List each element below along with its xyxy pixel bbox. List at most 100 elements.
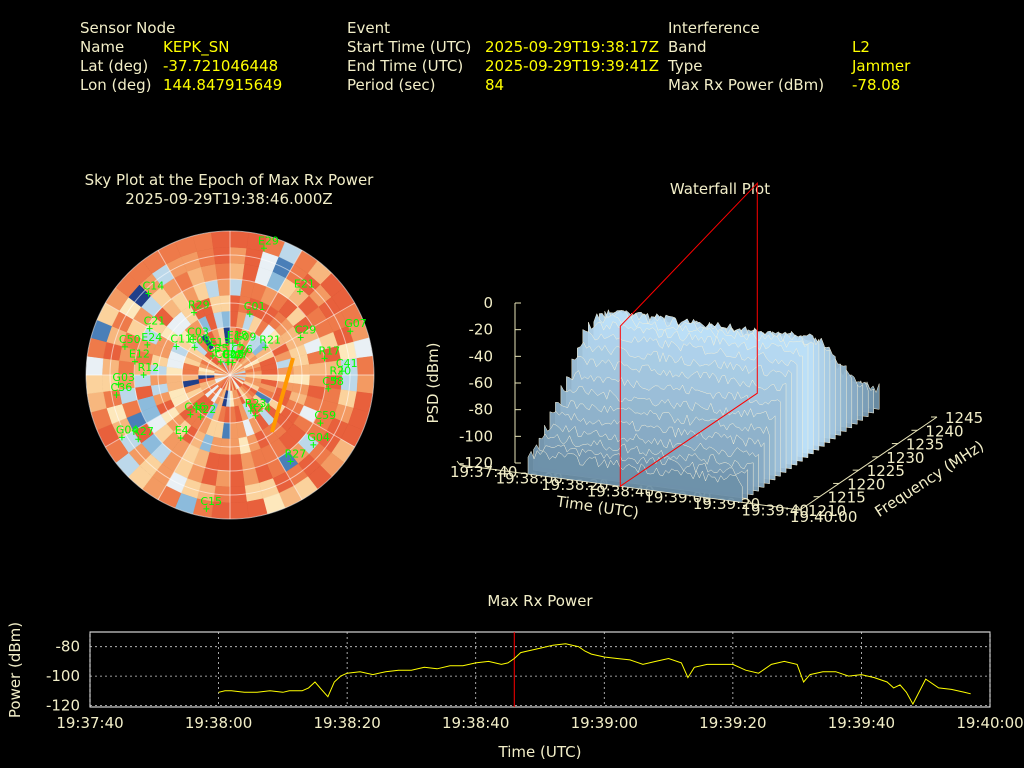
- wf-time-tick-label: 19:40:00: [790, 508, 857, 526]
- sky-sat-marker: [229, 340, 236, 347]
- ts-x-tick-label: 19:39:20: [699, 714, 766, 732]
- sky-spoke: [229, 302, 355, 376]
- wf-epoch-plane: [619, 181, 758, 488]
- sensor-heading: Sensor Node: [80, 19, 176, 37]
- sky-sat-label: C21: [144, 315, 166, 328]
- wf-time-tick: [748, 499, 752, 504]
- sky-sat-label: E24: [141, 331, 162, 344]
- ts-y-tick-label: -120: [46, 697, 80, 715]
- sky-sat-label: R12: [138, 361, 160, 374]
- wf-z-tick-label: -40: [469, 347, 494, 365]
- sky-sat-label: E21: [294, 278, 315, 291]
- wf-freq-tick-label: 1245: [945, 409, 983, 427]
- event-end-value: 2025-09-29T19:39:41Z: [485, 57, 659, 75]
- sensor-name-value: KEPK_SN: [163, 38, 230, 56]
- wf-freq-tick-label: 1235: [906, 436, 944, 454]
- sky-sat-marker: [347, 328, 354, 335]
- sky-spoke: [157, 374, 231, 500]
- sensor-name-label: Name: [80, 38, 125, 56]
- sensor-lon-label: Lon (deg): [80, 76, 152, 94]
- sky-sat-marker: [229, 359, 236, 366]
- ts-x-tick-label: 19:38:00: [185, 714, 252, 732]
- sky-spoke: [105, 302, 231, 376]
- sky-sat-marker: [260, 245, 267, 252]
- ts-frame: [89, 631, 991, 708]
- sky-sat-marker: [190, 336, 197, 343]
- sky-sat-marker: [310, 441, 317, 448]
- waterfall-title: Waterfall Plot: [669, 180, 771, 198]
- sky-sat-label: R21: [259, 333, 281, 346]
- sky-sat-label: R29: [188, 299, 210, 312]
- sky-sat-label: R24: [249, 402, 271, 415]
- sky-sat-marker: [212, 347, 219, 354]
- sky-sat-marker: [173, 343, 180, 350]
- sky-sat-label: E05: [223, 348, 244, 361]
- ts-x-tick-label: 19:40:00: [956, 714, 1023, 732]
- sensor-lat-label: Lat (deg): [80, 57, 149, 75]
- ts-y-tick-label: -100: [46, 667, 80, 685]
- ts-x-tick-label: 19:38:20: [313, 714, 380, 732]
- event-period-label: Period (sec): [347, 76, 436, 94]
- sky-sat-label: C03: [187, 325, 209, 338]
- sky-spoke: [105, 374, 231, 448]
- wf-time-tick-label: 19:39:20: [693, 495, 760, 513]
- wf-time-tick: [456, 460, 461, 466]
- sky-sat-marker: [140, 372, 147, 378]
- sky-cell: [229, 501, 250, 519]
- wf-freq-axis: [799, 416, 938, 511]
- sky-sat-marker: [113, 392, 120, 399]
- wf-freq-tick-label: 1240: [925, 422, 963, 440]
- wf-freq-tick-label: 1230: [886, 449, 924, 467]
- ts-x-tick-label: 19:38:40: [442, 714, 509, 732]
- sky-cell: [210, 231, 231, 249]
- sensor-lon-value: 144.847915649: [163, 76, 283, 94]
- sky-sat-marker: [338, 368, 345, 375]
- sky-spoke: [229, 250, 303, 376]
- sky-sat-marker: [287, 458, 294, 465]
- sky-sat-label: G03: [112, 371, 135, 384]
- sky-spoke: [229, 374, 303, 500]
- event-start-label: Start Time (UTC): [347, 38, 472, 56]
- sky-sat-label: G04: [307, 431, 330, 444]
- interference-band-label: Band: [668, 38, 707, 56]
- sky-sat-marker: [121, 343, 128, 350]
- sky-sat-marker: [321, 355, 328, 362]
- sky-sat-label: C26: [231, 343, 253, 356]
- sky-sat-marker: [332, 375, 339, 382]
- sky-sat-marker: [203, 505, 210, 512]
- skyplot-title: Sky Plot at the Epoch of Max Rx Power: [84, 171, 374, 189]
- sky-sat-marker: [234, 354, 241, 361]
- wf-time-tick-label: 19:37:40: [450, 463, 517, 481]
- ts-x-tick-label: 19:39:00: [571, 714, 638, 732]
- interference-maxpower-label: Max Rx Power (dBm): [668, 76, 825, 94]
- ts-x-label: Time (UTC): [498, 743, 582, 761]
- wf-time-tick: [796, 505, 801, 511]
- sky-sat-marker: [131, 358, 138, 365]
- ts-y-tick-label: -80: [56, 638, 81, 656]
- sky-sat-marker: [115, 381, 122, 388]
- event-start-value: 2025-09-29T19:38:17Z: [485, 38, 659, 56]
- sky-sat-marker: [246, 311, 253, 318]
- ts-x-tick-label: 19:39:40: [828, 714, 895, 732]
- sky-sat-label: C46: [184, 401, 206, 414]
- sky-sat-label: C08: [189, 333, 211, 346]
- event-end-label: End Time (UTC): [347, 57, 464, 75]
- ts-y-label: Power (dBm): [6, 622, 24, 718]
- sky-sat-label: G09: [234, 331, 257, 344]
- sky-jammer-bearing: [270, 357, 295, 433]
- sky-sat-marker: [191, 309, 197, 316]
- skyplot-subtitle: 2025-09-29T19:38:46.000Z: [125, 190, 333, 208]
- sky-sat-marker: [144, 341, 151, 348]
- maxpower-title: Max Rx Power: [487, 592, 593, 610]
- sky-sat-label: R27: [132, 425, 154, 438]
- sky-sat-marker: [317, 420, 324, 427]
- sky-sat-label: G19: [222, 348, 245, 361]
- wf-freq-tick-label: 1225: [867, 462, 905, 480]
- sky-sat-marker: [247, 408, 254, 415]
- sky-sat-marker: [135, 436, 142, 443]
- wf-z-label: PSD (dBm): [424, 342, 442, 423]
- sky-sat-label: E12: [129, 348, 150, 361]
- interference-type-label: Type: [668, 57, 703, 75]
